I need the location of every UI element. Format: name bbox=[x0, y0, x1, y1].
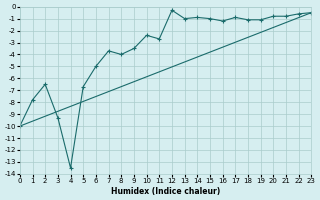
X-axis label: Humidex (Indice chaleur): Humidex (Indice chaleur) bbox=[111, 187, 220, 196]
